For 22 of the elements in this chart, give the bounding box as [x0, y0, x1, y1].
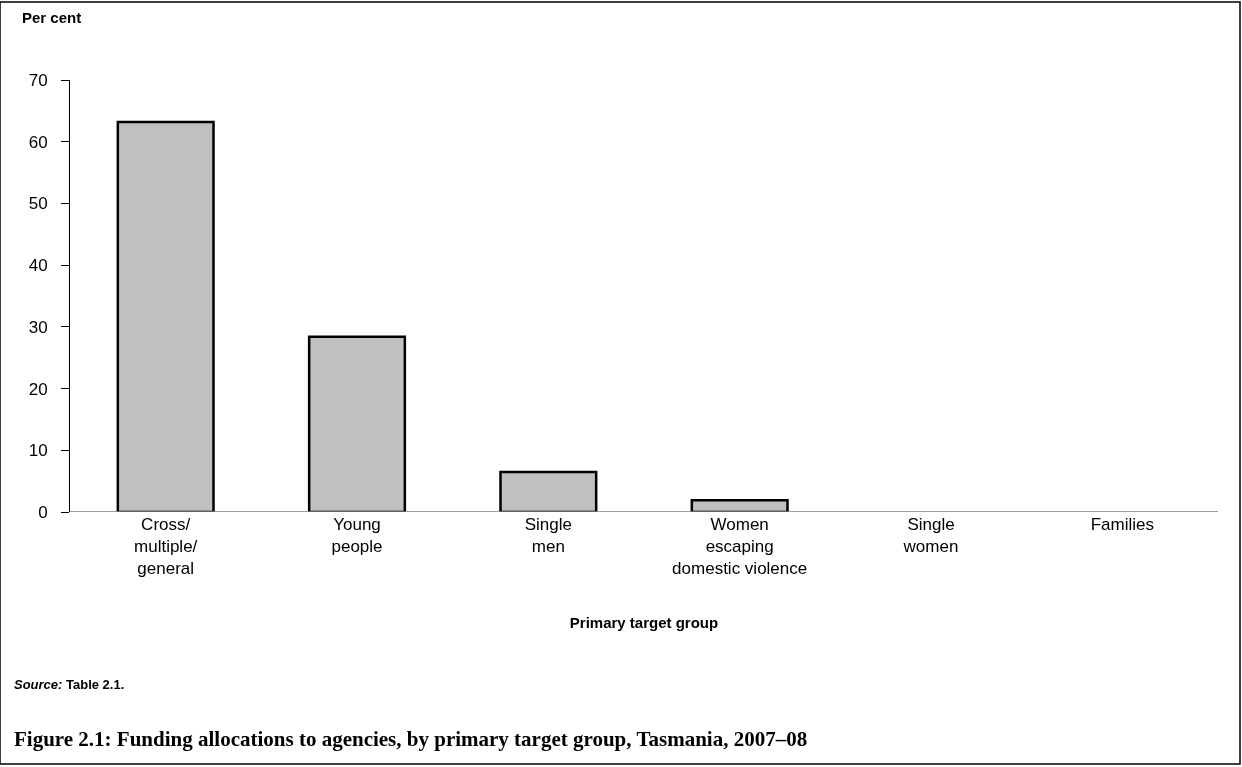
x-tick-label: Single women [902, 515, 959, 557]
y-tick-label: 20 [28, 379, 48, 399]
y-tick-label: 40 [28, 256, 48, 276]
x-tick-label: Families [1090, 515, 1154, 534]
x-axis-title: Primary target group [569, 614, 719, 632]
source-note: Source: Table 2.1. [14, 677, 125, 692]
x-tick-label: Young people [331, 515, 383, 557]
bar [116, 120, 215, 512]
y-tick-label: 10 [28, 441, 48, 461]
x-tick-label: Cross/ multiple/ general [134, 515, 198, 579]
x-tick-label: Women escaping domestic violence [672, 515, 808, 579]
y-axis-title: Per cent [22, 9, 82, 26]
y-tick-label: 70 [28, 70, 48, 90]
bar [499, 470, 598, 512]
y-tick-label: 0 [38, 502, 48, 522]
y-tick-label: 60 [28, 132, 48, 152]
x-tick-label: Single men [524, 515, 572, 557]
y-tick-label: 30 [28, 317, 48, 337]
bar [307, 335, 407, 512]
text: Figure 2.1: Funding allocations to agencies, by primary target group, Tasmania, 2007–08 [14, 727, 808, 751]
y-tick-label: 50 [28, 194, 48, 214]
bar [690, 499, 789, 512]
